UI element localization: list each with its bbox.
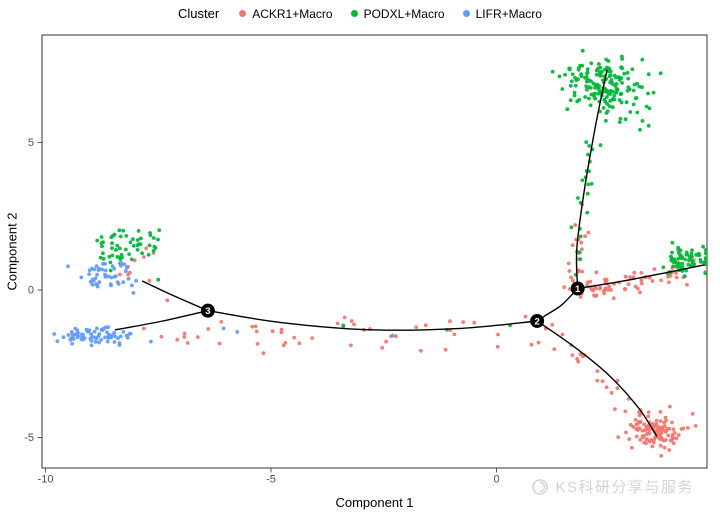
legend: Cluster ACKR1+Macro PODXL+Macro LIFR+Macro — [0, 6, 720, 21]
svg-text:1: 1 — [575, 284, 581, 295]
legend-item-label: ACKR1+Macro — [252, 6, 333, 21]
y-axis-ticks: -5 0 5 — [24, 137, 42, 444]
branch-nodes: 1 2 3 — [200, 281, 585, 328]
x-axis-title: Component 1 — [335, 495, 414, 510]
legend-dot-icon — [350, 10, 358, 17]
legend-item: PODXL+Macro — [350, 6, 445, 21]
trajectory-lines — [114, 69, 705, 437]
legend-item: ACKR1+Macro — [239, 6, 333, 21]
scatter-points — [52, 48, 707, 458]
svg-text:5: 5 — [28, 137, 34, 149]
svg-text:-5: -5 — [24, 432, 34, 444]
legend-item-label: LIFR+Macro — [475, 6, 542, 21]
watermark: KS科研分享与服务 — [531, 476, 694, 497]
svg-text:0: 0 — [493, 474, 499, 486]
x-axis-ticks: -10 -5 0 — [38, 468, 500, 486]
svg-text:0: 0 — [28, 285, 34, 297]
legend-dot-icon — [462, 10, 470, 17]
legend-item-label: PODXL+Macro — [363, 6, 445, 21]
svg-text:-10: -10 — [38, 474, 54, 486]
watermark-text: KS科研分享与服务 — [555, 479, 694, 496]
legend-item: LIFR+Macro — [462, 6, 542, 21]
watermark-logo-icon — [532, 478, 549, 495]
legend-title: Cluster — [178, 6, 220, 21]
svg-text:-5: -5 — [266, 474, 276, 486]
y-axis-title: Component 2 — [4, 212, 20, 291]
svg-text:3: 3 — [205, 306, 210, 317]
legend-dot-icon — [239, 10, 247, 17]
svg-text:2: 2 — [534, 316, 539, 327]
